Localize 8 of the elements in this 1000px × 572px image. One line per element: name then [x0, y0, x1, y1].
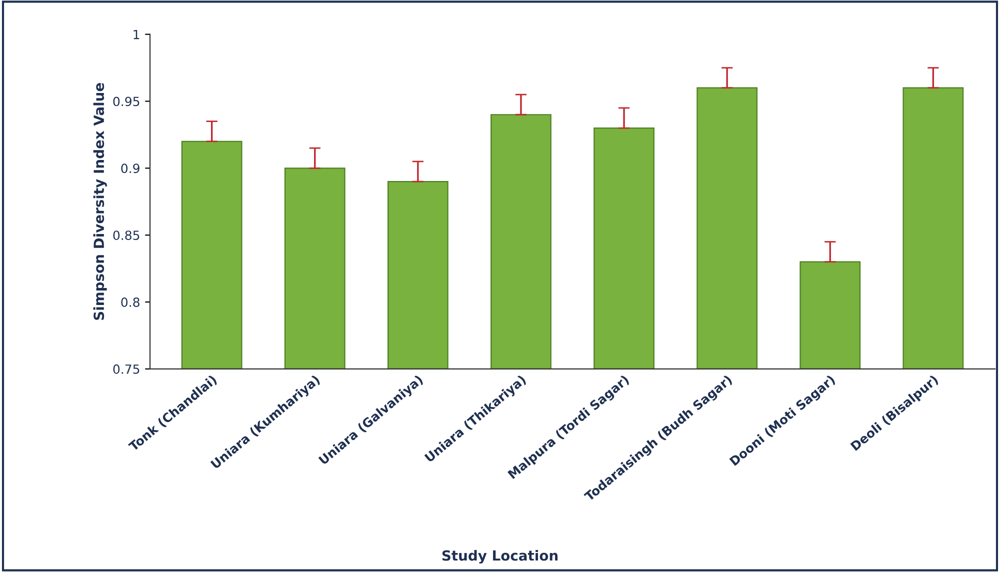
y-tick-label: 0.85: [113, 230, 140, 240]
x-axis-title: Study Location: [442, 550, 558, 564]
y-tick-label: 0.95: [113, 96, 140, 106]
y-tick-label: 0.8: [121, 297, 140, 307]
y-tick-label: 0.75: [113, 364, 140, 374]
y-axis-title: Simpson Diversity Index Value: [93, 83, 107, 320]
y-tick-label: 0.9: [121, 164, 140, 174]
y-tick-label: 1: [134, 30, 140, 40]
